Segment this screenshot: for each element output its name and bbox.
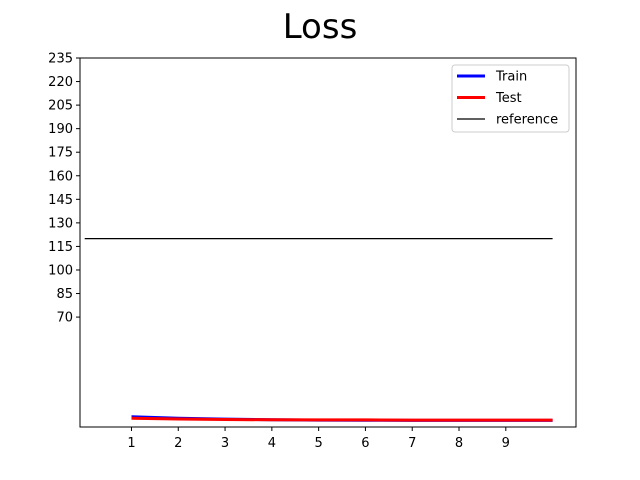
y-tick-label: 235 <box>48 52 73 67</box>
y-tick-label: 85 <box>56 287 73 302</box>
y-tick-label: 70 <box>56 311 73 326</box>
x-tick-label: 4 <box>268 436 276 451</box>
x-tick-label: 8 <box>455 436 463 451</box>
y-tick-label: 220 <box>48 75 73 90</box>
x-tick-label: 9 <box>502 436 510 451</box>
x-tick-label: 7 <box>408 436 416 451</box>
chart-title: Loss <box>283 7 358 47</box>
x-tick-label: 3 <box>221 436 229 451</box>
x-axis: 1 2 3 4 5 6 7 8 9 <box>127 427 510 451</box>
legend-box <box>451 64 570 133</box>
y-tick-label: 100 <box>48 263 73 278</box>
x-tick-label: 6 <box>361 436 369 451</box>
x-tick-label: 5 <box>315 436 323 451</box>
y-tick-label: 190 <box>48 122 73 137</box>
y-axis: 70 85 100 115 130 145 160 175 190 205 220 235 <box>48 52 80 326</box>
y-tick-label: 115 <box>48 240 73 255</box>
series-layer <box>84 238 553 422</box>
legend-label: reference <box>496 113 558 128</box>
x-tick-label: 1 <box>127 436 135 451</box>
y-tick-label: 145 <box>48 193 73 208</box>
legend-label: Test <box>495 91 522 106</box>
y-tick-label: 130 <box>48 216 73 231</box>
y-tick-label: 160 <box>48 169 73 184</box>
y-tick-label: 205 <box>48 99 73 114</box>
legend-label: Train <box>495 70 527 85</box>
legend: Train Test reference <box>451 64 570 133</box>
series-line-test <box>131 416 553 422</box>
x-tick-label: 2 <box>174 436 182 451</box>
y-tick-label: 175 <box>48 146 73 161</box>
